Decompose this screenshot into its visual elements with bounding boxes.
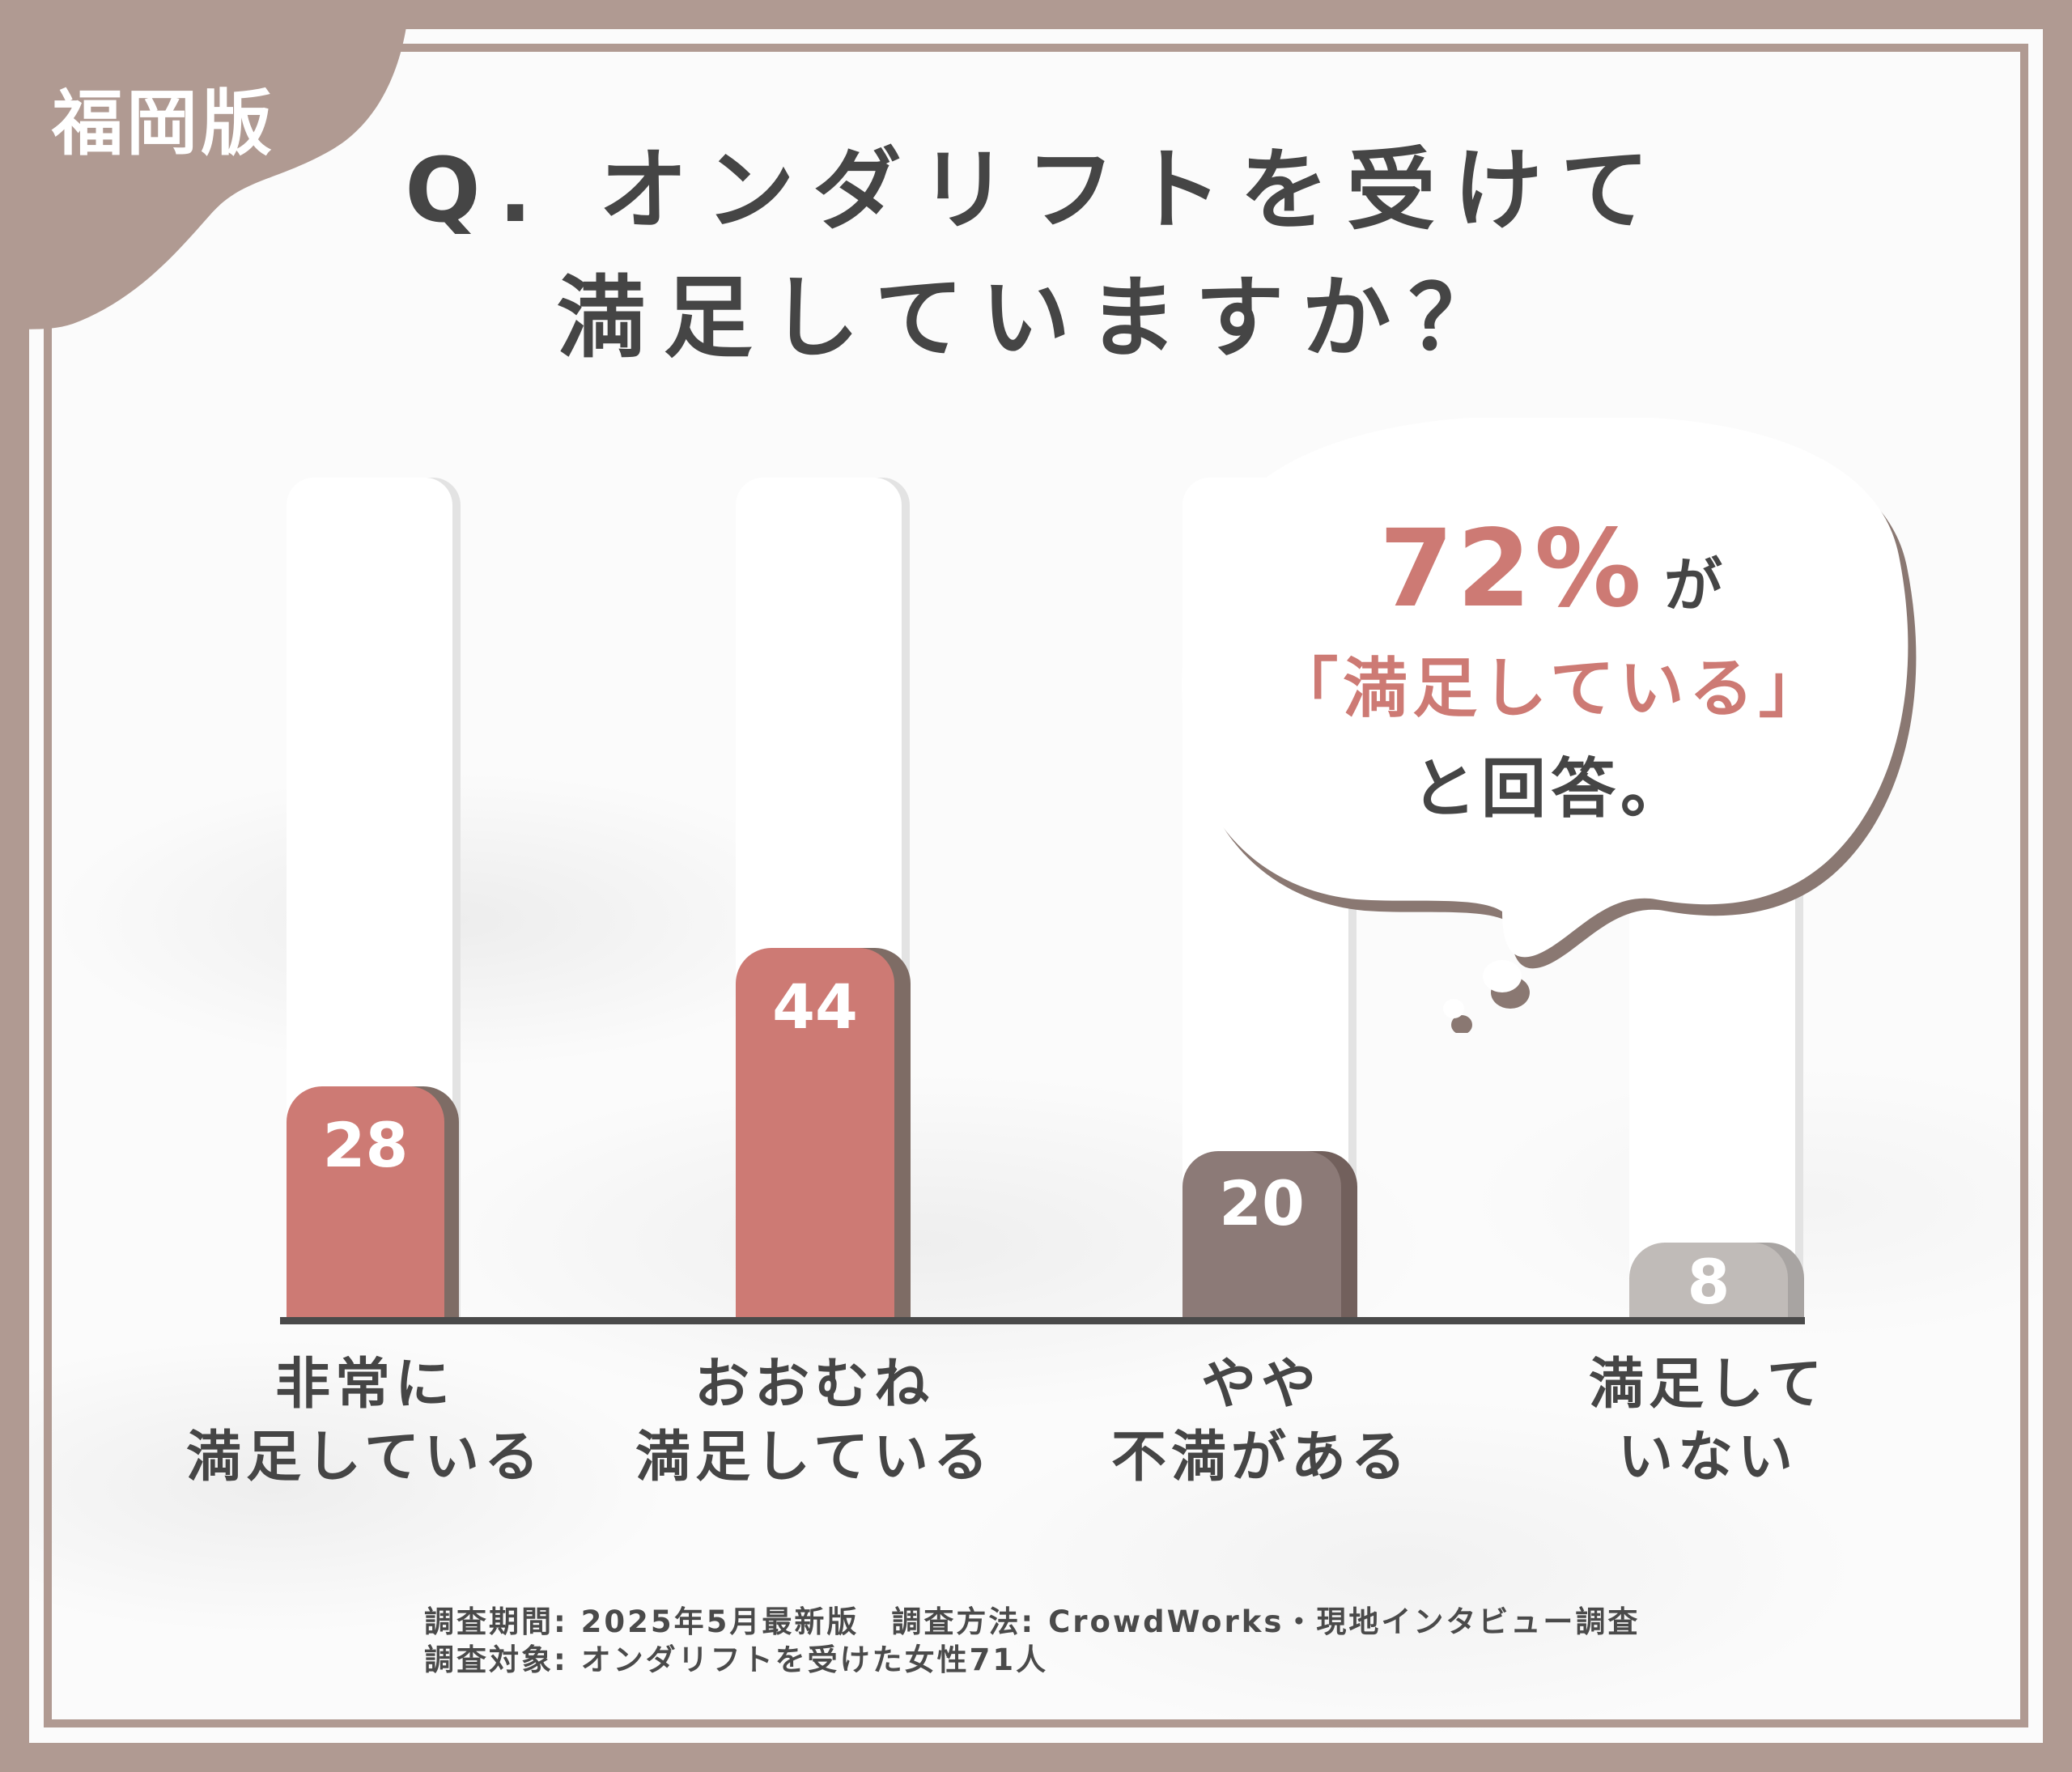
- bar-value-1: 28: [322, 1109, 409, 1181]
- x-axis-line: [280, 1317, 1805, 1324]
- corner-blob-shape: [29, 29, 406, 329]
- category-label-3: やや 不満がある: [1051, 1349, 1471, 1494]
- category-label-1: 非常に 満足している: [155, 1349, 575, 1494]
- category-label-3-line-1: やや: [1200, 1353, 1321, 1417]
- category-label-4-line-1: 満足して: [1589, 1353, 1827, 1417]
- bar-value-3: 20: [1219, 1167, 1305, 1239]
- bar-very-satisfied: 28: [287, 1086, 444, 1317]
- survey-footnote: 調査期間: 2025年5月最新版 調査方法: CrowdWorks・現地インタビ…: [424, 1603, 1640, 1679]
- category-label-2-line-1: おおむね: [694, 1353, 934, 1417]
- callout-text: 72% が 「満足している」 と回答。: [1187, 507, 1915, 831]
- footnote-line-2: 調査対象: オンダリフトを受けた女性71人: [424, 1642, 1049, 1677]
- category-label-1-line-1: 非常に: [274, 1353, 455, 1417]
- bar-value-4: 8: [1687, 1246, 1730, 1318]
- region-badge: 福岡版: [52, 82, 276, 165]
- footnote-line-1: 調査期間: 2025年5月最新版 調査方法: CrowdWorks・現地インタビ…: [424, 1604, 1641, 1639]
- callout-particle: が: [1663, 551, 1722, 619]
- category-label-2-line-2: 満足している: [635, 1426, 993, 1489]
- category-label-4: 満足して いない: [1497, 1349, 1918, 1494]
- callout-percent: 72%: [1379, 507, 1645, 631]
- title-line-2: 満足していますか？: [556, 266, 1516, 370]
- bar-not-satisfied: 8: [1629, 1243, 1788, 1318]
- infographic-card: 福岡版 Q. オンダリフトを受けて 満足していますか？ 28 44 20 8 非…: [29, 29, 2043, 1743]
- bar-somewhat-dissatisfied: 20: [1182, 1151, 1341, 1317]
- bar-value-2: 44: [772, 971, 858, 1043]
- title-line-1: Q. オンダリフトを受けて: [405, 138, 1667, 242]
- category-label-4-line-2: いない: [1617, 1426, 1798, 1489]
- category-label-3-line-2: 不満がある: [1110, 1426, 1411, 1489]
- page-title: Q. オンダリフトを受けて 満足していますか？: [29, 126, 2043, 382]
- callout-answer: と回答。: [1412, 751, 1690, 827]
- bar-mostly-satisfied: 44: [736, 948, 894, 1317]
- category-label-2: おおむね 満足している: [604, 1349, 1025, 1494]
- callout-quote: 「満足している」: [1273, 651, 1828, 726]
- category-label-1-line-2: 満足している: [186, 1426, 544, 1489]
- inner-frame-border: [44, 44, 2028, 1727]
- speech-bubble: [1182, 418, 1917, 1033]
